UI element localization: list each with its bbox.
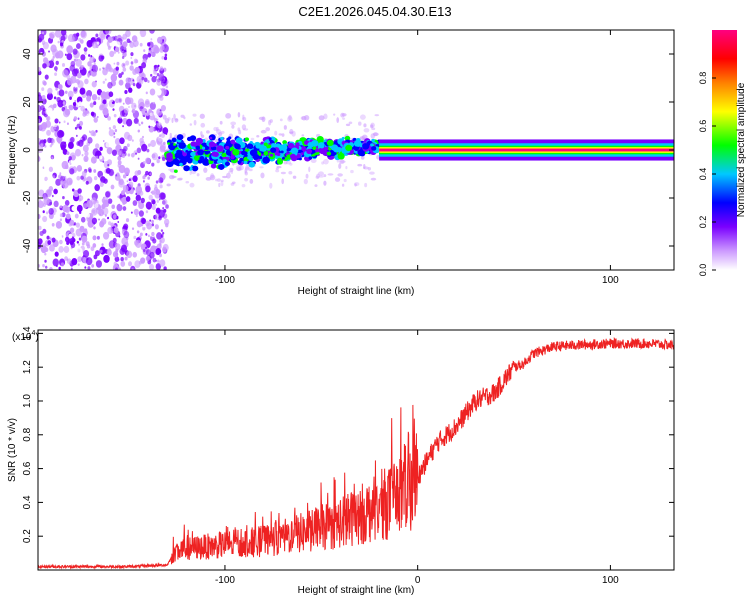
colorbar: 0.0 0.2 0.4 0.6 0.8 Normalized spectral ampl… bbox=[698, 30, 747, 276]
spectrogram-xlabel: Height of straight line (km) bbox=[298, 286, 415, 297]
snr-ytick-label: 0.4 bbox=[22, 495, 33, 509]
snr-xtick-label: 0 bbox=[415, 575, 421, 586]
snr-ylabel: SNR (10 * v/v) bbox=[7, 418, 18, 482]
spectrogram-ytick-label: 40 bbox=[22, 48, 33, 60]
spectrogram-ylabel: Frequency (Hz) bbox=[7, 116, 18, 185]
spectrogram-ticks: -100 100 40 20 0 -20 -40 bbox=[22, 30, 674, 286]
snr-ytick-label: 0.8 bbox=[22, 427, 33, 441]
spectrogram-ytick-label: -20 bbox=[22, 190, 33, 205]
snr-ytick-label: 0.2 bbox=[22, 529, 33, 543]
snr-multiplier-base: (x10 bbox=[12, 332, 32, 343]
snr-series-line bbox=[38, 336, 674, 570]
figure-title: C2E1.2026.045.04.30.E13 bbox=[298, 4, 451, 19]
snr-ytick-label: 1.4 bbox=[22, 326, 33, 340]
snr-panel: -100 0 100 0.2 0.4 0.6 0.8 1.0 1.2 1.4 (x104) Hei… bbox=[7, 326, 675, 596]
spectrogram-ytick-label: -40 bbox=[22, 238, 33, 253]
colorbar-tick-label: 0.6 bbox=[698, 120, 708, 133]
spectrogram-heatmap bbox=[38, 30, 674, 270]
colorbar-label: Normalized spectral amplitude bbox=[736, 82, 747, 217]
snr-multiplier-exp: 4 bbox=[31, 330, 35, 337]
colorbar-tick-label: 0.8 bbox=[698, 72, 708, 85]
snr-frame bbox=[38, 330, 674, 570]
colorbar-ticks: 0.0 0.2 0.4 0.6 0.8 bbox=[698, 72, 716, 277]
snr-xlabel: Height of straight line (km) bbox=[298, 585, 415, 596]
colorbar-scale bbox=[712, 30, 737, 270]
snr-ticks: -100 0 100 0.2 0.4 0.6 0.8 1.0 1.2 1.4 bbox=[22, 326, 674, 586]
spectrogram-xtick-label: -100 bbox=[215, 275, 235, 286]
colorbar-tick-label: 0.2 bbox=[698, 216, 708, 229]
spectrogram-ytick-label: 0 bbox=[22, 147, 33, 153]
spectrogram-ytick-label: 20 bbox=[22, 96, 33, 108]
spectrogram-panel: -100 100 40 20 0 -20 -40 Height of straight li… bbox=[7, 29, 675, 297]
snr-ytick-label: 0.6 bbox=[22, 461, 33, 475]
snr-xtick-label: 100 bbox=[602, 575, 619, 586]
snr-multiplier: (x104) bbox=[12, 330, 39, 343]
colorbar-tick-label: 0.4 bbox=[698, 168, 708, 181]
snr-ytick-label: 1.0 bbox=[22, 394, 33, 408]
spectrogram-xtick-label: 100 bbox=[602, 275, 619, 286]
colorbar-tick-label: 0.0 bbox=[698, 264, 708, 277]
snr-ytick-label: 1.2 bbox=[22, 360, 33, 374]
snr-xtick-label: -100 bbox=[215, 575, 235, 586]
